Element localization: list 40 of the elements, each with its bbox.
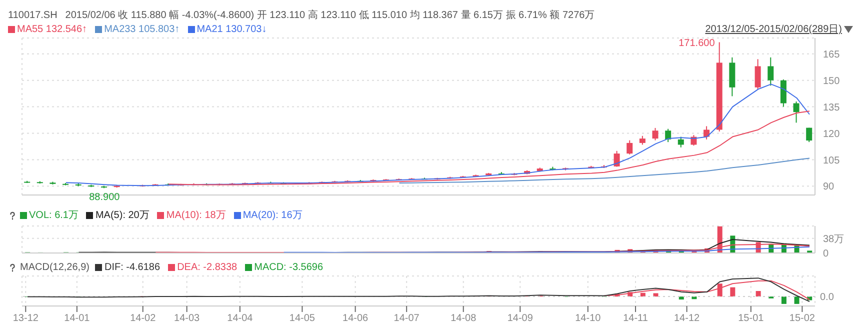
annotation: 171.600 [678, 38, 716, 49]
x-tick-label: 14-04 [227, 313, 254, 324]
legend-label: MA(20): 16万 [242, 209, 302, 222]
x-tick-label: 14-05 [289, 313, 316, 324]
text: 2013/12/05-2015/02/06(289日) [705, 23, 842, 36]
legend-label: MA(5): 20万 [94, 209, 150, 222]
x-tick-label: 14-06 [342, 313, 369, 324]
legend-label: MA55 132.546↑ [16, 24, 88, 34]
x-tick-label: 14-08 [450, 313, 477, 324]
y-tick-label: 150 [823, 76, 840, 87]
x-tick-label: 14-10 [575, 313, 602, 324]
legend-label: DEA: -2.8338 [176, 262, 238, 272]
y-tick-label: 38万 [823, 234, 844, 245]
legend-label: MA(10): 18万 [165, 209, 226, 222]
ref-line-label: 0.0 [820, 292, 834, 304]
x-tick-label: 14-01 [64, 313, 90, 324]
x-tick-label: 14-11 [623, 313, 648, 324]
text: 2015/02/06 收 115.880 幅 -4.03%(-4.8600) 开 123.110 高 123.110 低 115.010 均 118.367 量 6.15万 振 6.71% 额 7276万 [65, 8, 595, 22]
y-tick-label: 135 [823, 102, 840, 114]
y-tick-label: 165 [823, 49, 840, 60]
legend-label: VOL: 6.1万 [28, 209, 78, 222]
x-tick-label: 14-03 [174, 313, 200, 324]
legend-label: DIF: -4.6186 [103, 262, 160, 272]
x-tick-label: 15-01 [738, 313, 764, 324]
x-tick-label: 15-02 [789, 313, 816, 324]
chart-title: 110017.SH [8, 10, 58, 20]
x-tick-label: 14-02 [130, 313, 156, 324]
legend-label: MA21 130.703↓ [196, 24, 267, 34]
x-tick-label: 14-09 [507, 313, 534, 324]
x-tick-label: 13-12 [12, 313, 39, 324]
legend-label: MA233 105.803↑ [103, 24, 180, 34]
y-tick-label: 90 [823, 182, 835, 193]
x-tick-label: 14-12 [674, 313, 700, 324]
chart-title: MACD(12,26,9) [20, 262, 90, 272]
legend-label: MACD: -3.5696 [253, 262, 324, 272]
annotation: 88.900 [89, 192, 120, 204]
y-tick-label: 0 [823, 248, 829, 260]
x-tick-label: 14-07 [394, 313, 420, 324]
y-tick-label: 105 [823, 155, 840, 166]
y-tick-label: 120 [823, 128, 840, 140]
